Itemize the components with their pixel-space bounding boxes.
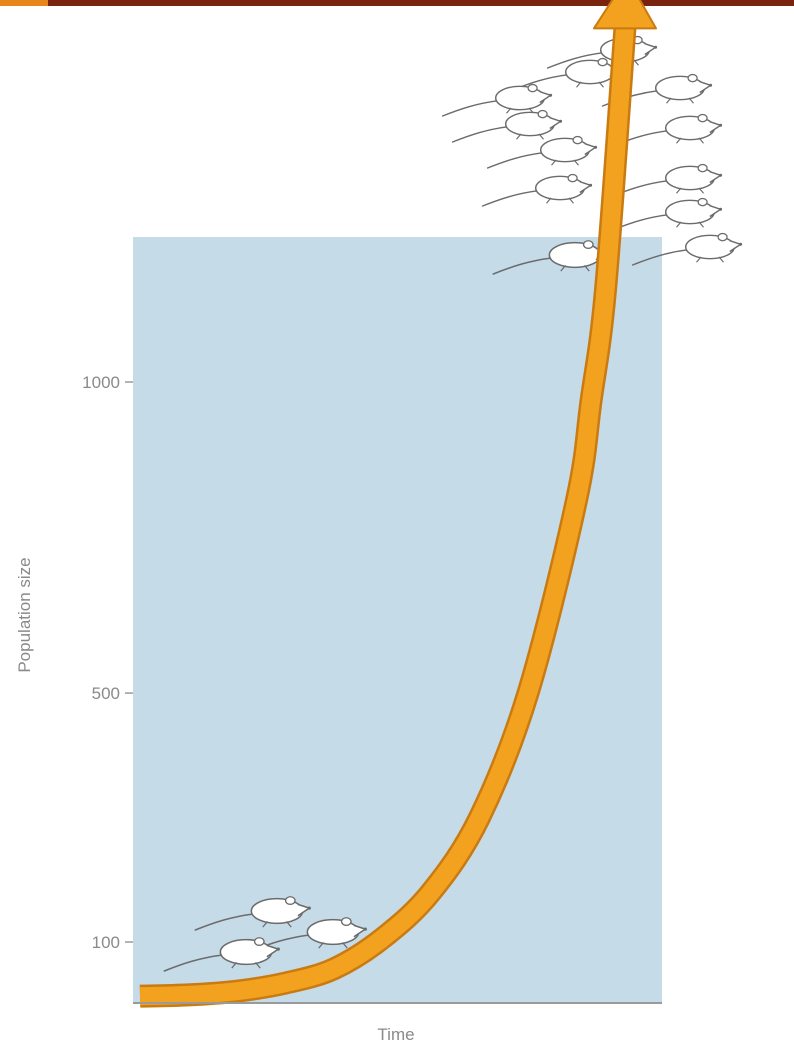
mouse-icon [486, 135, 598, 169]
y-tick-label: 100 [92, 933, 120, 952]
top-bar-accent [0, 0, 48, 6]
growth-curve-layer [139, 0, 657, 1008]
mouse-icon [441, 83, 553, 117]
mouse-icon [481, 173, 593, 207]
arrow-head [593, 0, 657, 30]
y-axis-label: Population size [15, 557, 34, 672]
mouse-icon [163, 937, 280, 972]
mice-illustrations [163, 35, 743, 972]
mouse-icon [631, 232, 743, 266]
x-axis-label: Time [377, 1025, 414, 1044]
y-tick-label: 500 [92, 684, 120, 703]
y-axis-ticks: 100 500 1000 [82, 373, 133, 952]
mouse-icon [611, 197, 723, 231]
plot-area [133, 237, 662, 1003]
top-bar [0, 0, 794, 6]
mouse-icon [451, 109, 563, 143]
y-tick-label: 1000 [82, 373, 120, 392]
mouse-icon [611, 163, 723, 197]
growth-curve [139, 26, 634, 1006]
mouse-icon [194, 896, 311, 931]
